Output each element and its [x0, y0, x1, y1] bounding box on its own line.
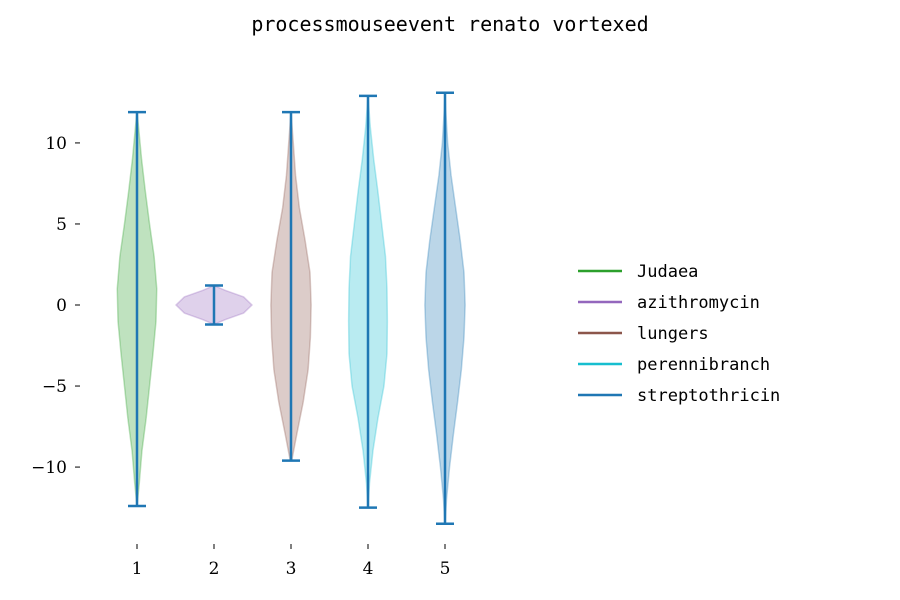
- x-tick-label: 3: [286, 559, 297, 579]
- x-tick-label: 5: [440, 559, 451, 579]
- x-tick-label: 1: [132, 559, 143, 579]
- legend-label: streptothricin: [637, 386, 780, 406]
- legend: Judaea azithromycin lungers perennibranch st…: [578, 262, 780, 406]
- y-axis: 10 5 0 −5 −10: [31, 134, 80, 478]
- y-tick-label: −5: [42, 377, 67, 397]
- violins: [116, 91, 466, 526]
- y-tick-label: 10: [45, 134, 67, 154]
- x-tick-label: 4: [363, 559, 374, 579]
- x-tick-label: 2: [209, 559, 220, 579]
- legend-label: azithromycin: [637, 293, 760, 313]
- y-tick-label: −10: [31, 458, 67, 478]
- legend-label: perennibranch: [637, 355, 770, 375]
- chart-title: processmouseevent renato vortexed: [251, 12, 648, 36]
- legend-label: lungers: [637, 324, 709, 344]
- y-tick-label: 5: [56, 215, 67, 235]
- legend-label: Judaea: [637, 262, 698, 282]
- y-tick-label: 0: [56, 296, 67, 316]
- x-axis: 1 2 3 4 5: [132, 544, 451, 579]
